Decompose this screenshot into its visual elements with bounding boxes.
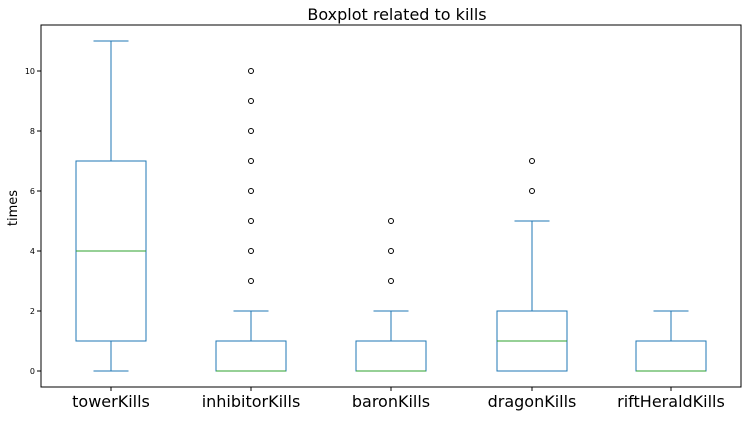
- y-axis-ticks: 0 2 4 6 8 10: [25, 67, 41, 376]
- outlier-point: [248, 68, 254, 74]
- box-dragonKills: [496, 158, 568, 372]
- outlier-point: [529, 188, 535, 194]
- box-inhibitorKills: [215, 68, 287, 372]
- box-riftHeraldKills: [635, 310, 707, 372]
- x-tick-label: towerKills: [72, 392, 150, 411]
- y-tick-label: 8: [30, 127, 35, 136]
- x-tick-label: inhibitorKills: [202, 392, 301, 411]
- x-tick-label: riftHeraldKills: [617, 392, 725, 411]
- outlier-point: [248, 188, 254, 194]
- x-axis-ticks: towerKills inhibitorKills baronKills dragon…: [72, 387, 725, 411]
- box-group: [75, 40, 707, 372]
- outlier-point: [248, 218, 254, 224]
- box-baronKills: [355, 218, 427, 372]
- outlier-point: [248, 248, 254, 254]
- y-tick-label: 10: [25, 67, 35, 76]
- outlier-point: [248, 128, 254, 134]
- outlier-point: [248, 158, 254, 164]
- outlier-point: [388, 218, 394, 224]
- x-tick-label: dragonKills: [488, 392, 577, 411]
- y-axis-label: times: [6, 190, 21, 226]
- y-tick-label: 2: [30, 307, 35, 316]
- y-tick-label: 6: [30, 187, 35, 196]
- y-tick-label: 0: [30, 367, 35, 376]
- outlier-point: [529, 158, 535, 164]
- box-towerKills: [75, 40, 147, 372]
- x-tick-label: baronKills: [352, 392, 430, 411]
- outlier-point: [388, 278, 394, 284]
- y-tick-label: 4: [30, 247, 35, 256]
- outlier-point: [388, 248, 394, 254]
- chart-title: Boxplot related to kills: [307, 5, 486, 24]
- outlier-point: [248, 98, 254, 104]
- outlier-point: [248, 278, 254, 284]
